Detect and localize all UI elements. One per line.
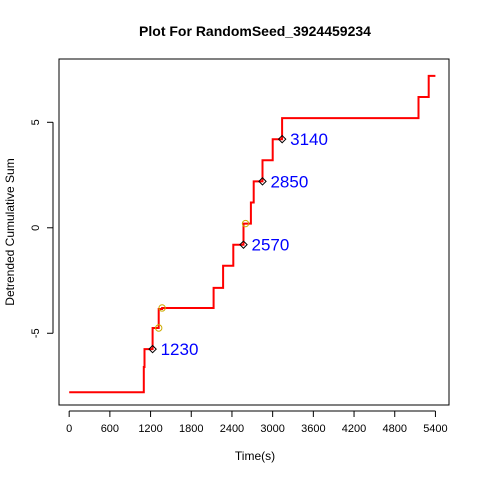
diamond-marker <box>239 240 248 249</box>
y-axis-label: Detrended Cumulative Sum <box>3 158 17 305</box>
y-axis: -5 0 5 <box>30 119 54 338</box>
x-axis: 0 600 1200 1800 2400 3000 3600 4200 4800 5400 <box>66 410 448 435</box>
annotation-label: 3140 <box>290 130 328 149</box>
y-tick-label: 0 <box>30 225 42 231</box>
circle-marker <box>155 324 163 332</box>
plot-frame <box>58 58 450 406</box>
x-tick-label: 1800 <box>179 423 203 435</box>
annotation-label: 1230 <box>161 340 199 359</box>
y-tick-label: 5 <box>30 119 42 125</box>
y-tick-label: -5 <box>30 328 42 338</box>
x-tick-label: 3600 <box>301 423 325 435</box>
circle-marker <box>241 219 250 228</box>
chart-title: Plot For RandomSeed_3924459234 <box>139 23 371 39</box>
x-axis-label: Time(s) <box>235 449 275 463</box>
x-tick-label: 3000 <box>260 423 284 435</box>
x-tick-label: 5400 <box>423 423 447 435</box>
annotation-layer: 1230 2570 2850 3140 <box>161 130 328 359</box>
circle-marker <box>158 304 166 312</box>
x-tick-label: 4800 <box>382 423 406 435</box>
annotation-label: 2850 <box>270 172 308 191</box>
series-layer <box>69 74 436 394</box>
x-tick-label: 2400 <box>220 423 244 435</box>
x-tick-label: 4200 <box>342 423 366 435</box>
diamond-marker <box>258 177 267 186</box>
x-tick-label: 1200 <box>138 423 162 435</box>
series-line <box>69 74 436 394</box>
diamond-marker <box>148 344 157 354</box>
x-tick-label: 600 <box>101 423 119 435</box>
x-tick-label: 0 <box>66 423 72 435</box>
annotation-label: 2570 <box>251 236 289 255</box>
diamond-marker <box>277 134 287 144</box>
marker-layer <box>148 134 287 354</box>
